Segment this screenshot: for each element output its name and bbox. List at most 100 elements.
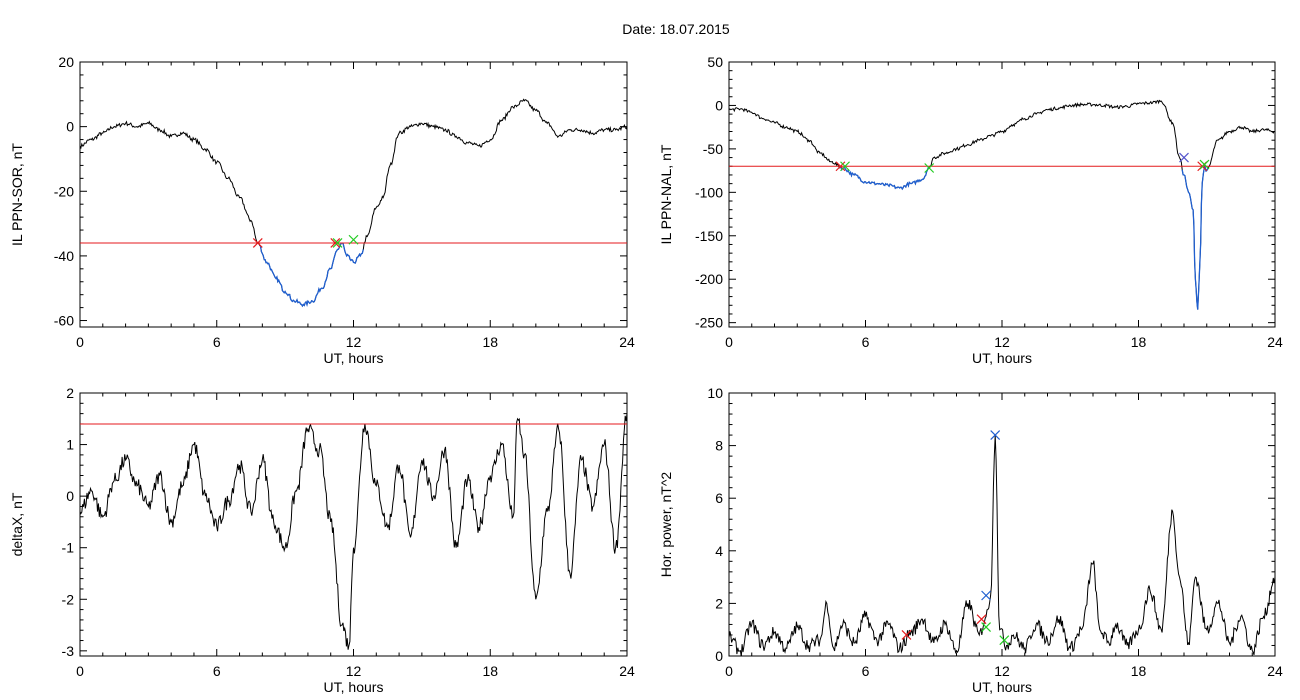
x-tick-label: 12 <box>994 334 1010 350</box>
x-marker-stroke <box>976 614 987 625</box>
y-tick-label: 8 <box>715 438 723 454</box>
x-axis-label: UT, hours <box>324 350 384 366</box>
x-marker-end <box>999 635 1010 646</box>
x-marker-end <box>332 238 343 248</box>
y-tick-label: 50 <box>707 54 723 70</box>
x-axis-label: UT, hours <box>972 350 1032 366</box>
plot-frame <box>79 392 628 657</box>
below-threshold-segment <box>838 166 930 191</box>
x-marker-end <box>1199 159 1210 170</box>
y-tick-label: 0 <box>66 488 74 504</box>
x-marker-peak <box>1179 152 1189 163</box>
y-tick-label: -100 <box>695 184 723 200</box>
y-tick-label: 0 <box>66 119 74 135</box>
x-tick-label: 12 <box>346 663 362 679</box>
series-line <box>80 98 627 307</box>
x-marker-stroke <box>990 430 1001 441</box>
y-tick-label: -150 <box>695 228 723 244</box>
x-marker-start <box>330 238 341 248</box>
x-tick-label: 0 <box>725 334 733 350</box>
y-axis-label: IL PPN-SOR, nT <box>9 143 25 246</box>
x-tick-label: 24 <box>1267 334 1283 350</box>
page-title: Date: 18.07.2015 <box>622 21 730 37</box>
y-tick-label: -40 <box>54 248 74 264</box>
y-tick-label: -200 <box>695 271 723 287</box>
below-threshold-segment <box>1181 164 1210 310</box>
x-tick-label: 24 <box>619 663 635 679</box>
x-tick-label: 18 <box>482 334 498 350</box>
y-tick-label: 6 <box>715 490 723 506</box>
y-tick-label: 10 <box>707 385 723 401</box>
x-tick-label: 18 <box>482 663 498 679</box>
x-tick-label: 24 <box>619 334 635 350</box>
x-marker-stroke <box>981 622 991 632</box>
y-tick-label: 1 <box>66 437 74 453</box>
x-tick-label: 18 <box>1131 334 1147 350</box>
x-tick-label: 0 <box>76 334 84 350</box>
x-marker-stroke <box>1199 159 1210 170</box>
chart-top-left: 0 6 12 18 24 -60 -40 -20 0 20 UT, hours IL PPN-SOR,… <box>9 54 635 366</box>
x-marker-stroke <box>835 161 846 172</box>
plot-frame <box>79 61 628 328</box>
x-marker-end <box>840 161 850 172</box>
series-line <box>729 435 1275 656</box>
y-tick-label: 0 <box>715 648 723 664</box>
x-marker-stroke <box>901 630 912 640</box>
y-tick-label: -2 <box>62 591 75 607</box>
x-marker-end <box>348 234 359 245</box>
x-marker-start <box>835 161 846 172</box>
x-marker-start <box>252 238 263 248</box>
x-tick-label: 0 <box>725 663 733 679</box>
y-tick-label: -20 <box>54 183 74 199</box>
y-tick-label: -50 <box>703 141 723 157</box>
y-tick-label: -60 <box>54 313 74 329</box>
x-marker-stroke <box>1179 152 1189 163</box>
x-tick-label: 12 <box>994 663 1010 679</box>
x-marker-end <box>981 622 991 632</box>
y-tick-label: -3 <box>62 643 75 659</box>
x-marker-end <box>924 163 935 173</box>
y-axis-label: Hor. power, nT^2 <box>658 472 674 578</box>
plot-frame <box>728 392 1276 657</box>
x-axis-label: UT, hours <box>972 679 1032 695</box>
x-tick-label: 0 <box>76 663 84 679</box>
x-tick-label: 12 <box>346 334 362 350</box>
x-marker-stroke <box>999 635 1010 646</box>
y-axis-label: deltaX, nT <box>9 492 25 556</box>
x-tick-label: 6 <box>862 334 870 350</box>
x-marker-stroke <box>332 238 343 248</box>
y-tick-label: -1 <box>62 540 75 556</box>
x-tick-label: 24 <box>1267 663 1283 679</box>
x-marker-peak <box>990 430 1001 441</box>
x-axis-label: UT, hours <box>324 679 384 695</box>
y-tick-label: 20 <box>58 54 74 70</box>
y-axis-label: IL PPN-NAL, nT <box>658 144 674 244</box>
x-marker-start <box>901 630 912 640</box>
plot-frame <box>728 61 1276 328</box>
x-marker-peak <box>981 590 991 601</box>
x-tick-label: 6 <box>213 334 221 350</box>
x-tick-label: 6 <box>213 663 221 679</box>
y-tick-label: 4 <box>715 543 723 559</box>
x-tick-label: 6 <box>862 663 870 679</box>
x-marker-stroke <box>330 238 341 248</box>
y-tick-label: -250 <box>695 315 723 331</box>
x-marker-stroke <box>924 163 935 173</box>
x-marker-start <box>976 614 987 625</box>
y-tick-label: 0 <box>715 97 723 113</box>
below-threshold-segment <box>259 242 364 308</box>
series-line <box>729 99 1275 310</box>
x-marker-stroke <box>348 234 359 245</box>
series-line <box>80 413 627 650</box>
x-marker-stroke <box>252 238 263 248</box>
y-tick-label: 2 <box>66 385 74 401</box>
chart-top-right: 0 6 12 18 24 -250 -200 -150 -100 -50 0 50 UT, hours I… <box>658 54 1283 366</box>
x-marker-stroke <box>840 161 850 172</box>
y-tick-label: 2 <box>715 595 723 611</box>
x-tick-label: 18 <box>1131 663 1147 679</box>
x-marker-stroke <box>981 590 991 601</box>
